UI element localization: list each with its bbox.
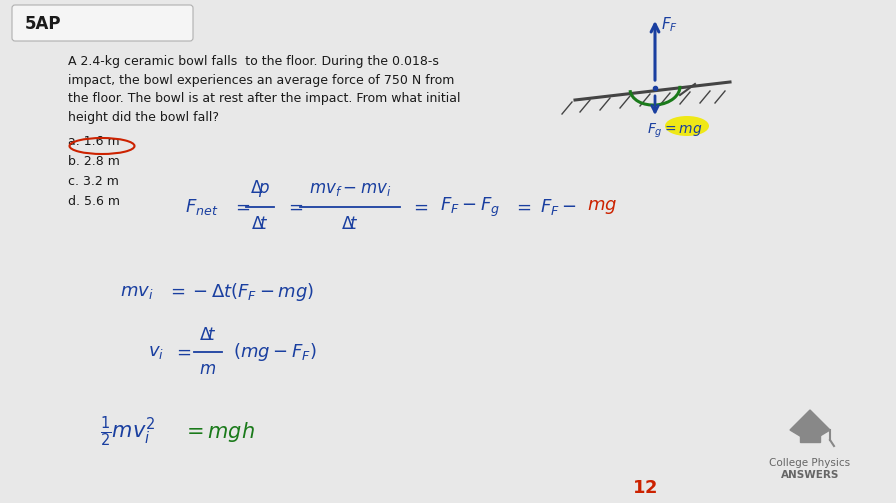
Text: $mg$: $mg$ [587, 198, 617, 216]
Bar [800, 430, 820, 442]
Text: $F_F -$: $F_F -$ [540, 197, 577, 217]
Ellipse shape [665, 116, 709, 136]
Text: $mv_f - mv_i$: $mv_f - mv_i$ [309, 180, 392, 198]
Text: $=$: $=$ [285, 198, 304, 216]
Text: $\left(mg - F_F\right)$: $\left(mg - F_F\right)$ [233, 341, 316, 363]
Text: College Physics: College Physics [770, 458, 850, 468]
Text: b. 2.8 m: b. 2.8 m [68, 155, 120, 168]
Text: $mv_i$: $mv_i$ [120, 283, 153, 301]
Text: $=$: $=$ [232, 198, 251, 216]
Text: $F_F$: $F_F$ [661, 16, 678, 34]
Text: 5AP: 5AP [25, 15, 62, 33]
Text: d. 5.6 m: d. 5.6 m [68, 195, 120, 208]
Text: a. 1.6 m: a. 1.6 m [68, 135, 120, 148]
Text: $\Delta\! p$: $\Delta\! p$ [250, 178, 271, 199]
Text: $F_{net}$: $F_{net}$ [185, 197, 219, 217]
Text: $m$: $m$ [200, 360, 217, 378]
Text: height did the bowl fall?: height did the bowl fall? [68, 111, 219, 124]
Text: $=$: $=$ [410, 198, 428, 216]
Text: $F_F - F_g$: $F_F - F_g$ [440, 195, 500, 219]
Text: $\Delta\! t$: $\Delta\! t$ [199, 326, 217, 344]
Text: $=$: $=$ [173, 343, 192, 361]
Text: $\Delta\! t$: $\Delta\! t$ [251, 215, 269, 233]
Text: $=$: $=$ [513, 198, 531, 216]
Text: $= -\Delta t\left(F_F - mg\right)$: $= -\Delta t\left(F_F - mg\right)$ [167, 281, 314, 303]
Text: the floor. The bowl is at rest after the impact. From what initial: the floor. The bowl is at rest after the… [68, 92, 461, 105]
Polygon shape [790, 410, 830, 442]
Text: $= mgh$: $= mgh$ [182, 420, 255, 444]
Text: $\mathbf{12}$: $\mathbf{12}$ [633, 479, 658, 497]
Text: $v_i$: $v_i$ [148, 343, 164, 361]
Text: c. 3.2 m: c. 3.2 m [68, 175, 119, 188]
Text: ANSWERS: ANSWERS [780, 470, 840, 480]
Text: $F_g = mg$: $F_g = mg$ [647, 122, 702, 140]
Text: A 2.4-kg ceramic bowl falls  to the floor. During the 0.018-s: A 2.4-kg ceramic bowl falls to the floor… [68, 55, 439, 68]
Text: impact, the bowl experiences an average force of 750 N from: impact, the bowl experiences an average … [68, 73, 454, 87]
Text: $\Delta\! t$: $\Delta\! t$ [341, 215, 359, 233]
Text: $\frac{1}{2}mv_i^2$: $\frac{1}{2}mv_i^2$ [100, 415, 155, 449]
FancyBboxPatch shape [12, 5, 193, 41]
